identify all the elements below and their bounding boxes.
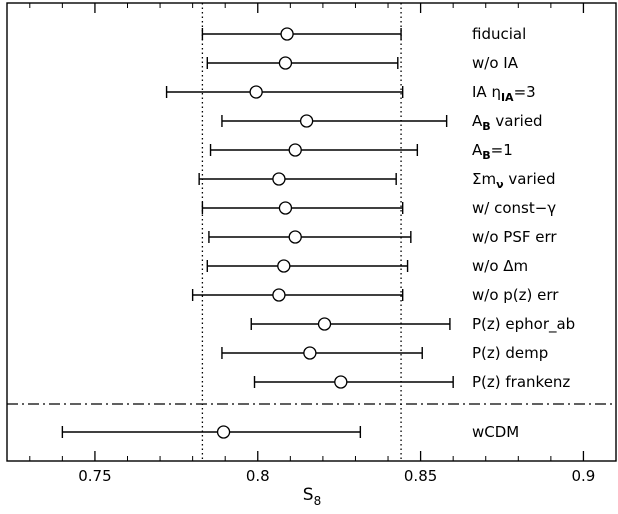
row-label-12: P(z) frankenz [472, 373, 570, 391]
reference-lines [201, 3, 402, 461]
x-axis-title: S8 [303, 485, 321, 508]
row-label-7: w/o PSF err [472, 228, 557, 246]
row-point-9 [272, 288, 286, 302]
row-point-11 [303, 346, 317, 360]
wcdm-row-label-0: wCDM [472, 423, 519, 441]
row-label-1: w/o IA [472, 54, 519, 72]
row-point-8 [277, 259, 291, 273]
x-axis-ticks: 0.75 0.8 0.85 0.9 [29, 3, 596, 485]
row-label-6: w/ const−γ [472, 199, 556, 217]
row-point-5 [272, 172, 286, 186]
row-label-2: IA ηIA=3 [472, 83, 536, 104]
row-point-0 [280, 27, 294, 41]
row-label-10: P(z) ephor_ab [472, 315, 575, 334]
row-label-5: Σmν varied [472, 170, 556, 191]
row-point-2 [249, 85, 263, 99]
row-label-11: P(z) demp [472, 344, 548, 362]
x-tick-label-0: 0.75 [78, 467, 111, 485]
row-point-7 [288, 230, 302, 244]
row-point-10 [317, 317, 332, 331]
x-tick-label-2: 0.85 [404, 467, 437, 485]
row-label-8: w/o Δm [472, 257, 528, 275]
row-point-6 [278, 201, 293, 215]
row-label-9: w/o p(z) err [472, 286, 559, 304]
row-labels: fiducial w/o IA IA ηIA=3 AB varied AB=1 Σmν v… [472, 25, 575, 441]
wcdm-row-point-0 [216, 425, 231, 439]
row-point-12 [334, 375, 348, 389]
row-label-4: AB=1 [472, 141, 513, 162]
plot-frame [6, 2, 617, 462]
row-point-4 [288, 143, 302, 157]
row-point-3 [299, 114, 314, 128]
x-tick-label-3: 0.9 [572, 467, 596, 485]
x-axis-title-subscript: 8 [314, 494, 322, 508]
row-label-3: AB varied [472, 112, 543, 133]
error-bars [61, 27, 454, 439]
row-label-0: fiducial [472, 25, 526, 43]
plot-border [6, 2, 617, 462]
row-point-1 [278, 56, 293, 70]
x-tick-label-1: 0.8 [246, 467, 270, 485]
